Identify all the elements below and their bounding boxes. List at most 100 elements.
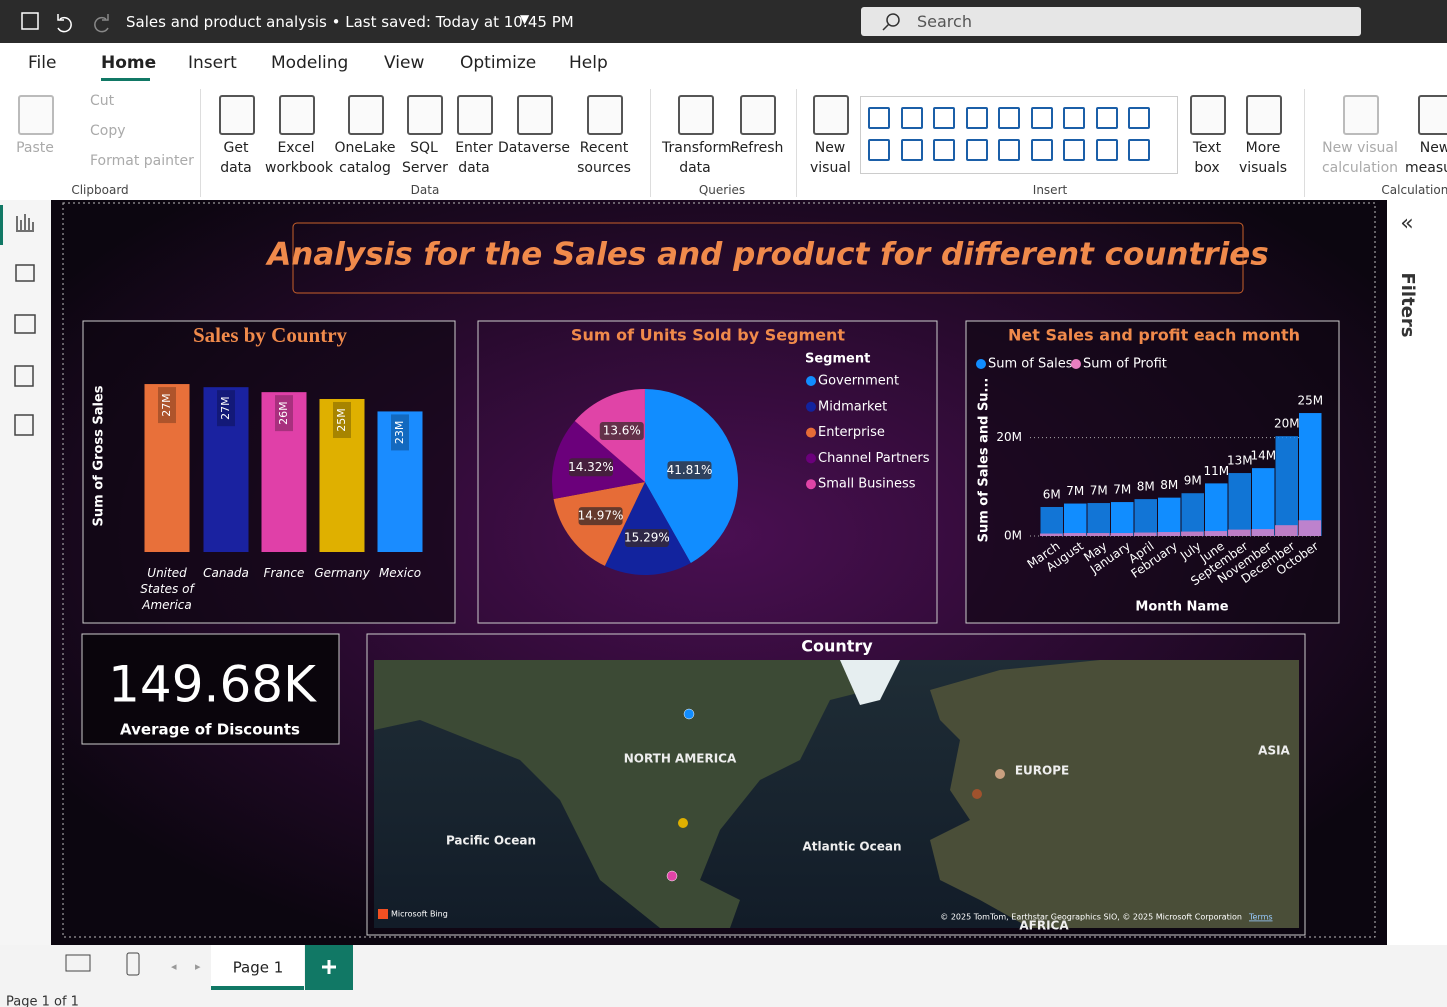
page-tab[interactable] [211,945,304,990]
tmdl-view[interactable] [14,414,34,436]
ribbon-button[interactable]: Transform data [662,140,732,176]
ribbon-button[interactable]: Excel workbook [265,140,334,176]
bar [144,384,190,552]
ribbon-button: New visual calculation [1321,140,1399,176]
data-label-bg [568,458,613,477]
map-label: Atlantic Ocean [802,840,901,854]
ribbon-button[interactable]: Recent sources [577,140,631,176]
title-dropdown[interactable]: ▼ [520,12,530,26]
data-label: 7M [1113,483,1131,497]
ribbon-button[interactable]: Get data [220,140,252,176]
menu-tab[interactable]: Home [101,53,157,73]
gallery-visual[interactable] [1128,139,1150,161]
button-icon [678,95,714,135]
button-icon [407,95,443,135]
undo-icon[interactable] [57,14,72,33]
gallery-visual[interactable] [868,139,890,161]
data-label: 27M [219,396,232,420]
gallery-visual[interactable] [900,139,923,161]
data-label: 9M [1184,474,1202,488]
button-icon [1246,95,1282,135]
map-point[interactable] [972,789,982,799]
ribbon-button[interactable]: Text box [1192,140,1222,176]
button-icon [740,95,776,135]
ribbon-button[interactable]: SQL Server [402,140,448,176]
profit-column [1181,531,1204,536]
data-label: 8M [1137,480,1155,494]
page-tab-underline [211,986,304,990]
gallery-visual[interactable] [933,107,955,129]
menu-tab[interactable]: View [384,53,425,73]
menu-tab[interactable]: Insert [188,53,237,73]
button-icon [219,95,255,135]
ribbon-button[interactable]: New measure [1405,140,1447,176]
ribbon-button[interactable]: Refresh [730,140,784,156]
profit-column [1298,520,1321,536]
filters-label[interactable]: Filters [1397,272,1418,337]
document-title[interactable]: Sales and product analysis • Last saved:… [126,13,574,31]
search-box[interactable]: Search [861,7,1361,36]
ribbon-button[interactable]: Enter data [455,140,493,176]
dax-view[interactable] [14,365,34,387]
ribbon-button[interactable]: OneLake catalog [334,140,396,176]
page-tab-label[interactable]: Page 1 [233,959,284,977]
menu-tab[interactable]: File [28,53,57,73]
gallery-visual[interactable] [933,139,955,161]
profit-column [1275,525,1298,536]
gallery-visual[interactable] [868,107,890,129]
legend-label: Sum of Sales [988,357,1073,372]
map-copyright: © 2025 TomTom, Earthstar Geographics SIO… [940,913,1242,922]
report-view[interactable] [16,214,34,232]
x-tick-label: United States of America [140,566,195,612]
data-label: 15.29% [624,530,670,544]
gallery-visual[interactable] [1128,107,1150,129]
y-axis-title: Sum of Sales and Su... [977,378,992,543]
gallery-visual[interactable] [998,139,1020,161]
gallery-visual[interactable] [965,107,988,129]
map-point[interactable] [666,870,678,882]
gallery-visual[interactable] [1095,107,1118,129]
gallery-visual[interactable] [1063,107,1085,129]
clipboard-button: Copy [90,123,126,139]
gallery-visual[interactable] [900,107,923,129]
x-tick-label: Germany [314,566,370,580]
data-label: 13.6% [603,424,641,438]
map-terms[interactable]: Terms [1248,913,1273,922]
card-label: Average of Discounts [120,721,300,739]
table-view[interactable] [15,264,35,282]
ribbon-group-label: Insert [1032,183,1068,197]
button-icon [18,95,54,135]
gallery-visual[interactable] [1063,139,1085,161]
data-label-bg [578,507,623,526]
ribbon-button[interactable]: More visuals [1238,140,1288,176]
title-box [292,222,1244,294]
save-icon[interactable] [21,12,39,30]
bar [203,387,249,552]
data-label: 41.81% [667,463,713,477]
gallery-visual[interactable] [965,139,988,161]
legend-marker [806,376,816,386]
prev-page[interactable]: ◂ [171,960,177,973]
button-icon [279,95,315,135]
gallery-visual[interactable] [1030,107,1053,129]
gallery-visual[interactable] [1030,139,1053,161]
gallery-visual[interactable] [998,107,1020,129]
menu-tab[interactable]: Help [569,53,608,73]
desktop-view[interactable] [65,954,91,972]
gallery-visual[interactable] [1095,139,1118,161]
mobile-view[interactable] [126,952,140,976]
collapse-icon[interactable]: « [1400,211,1413,236]
menu-tab[interactable]: Modeling [271,53,349,73]
legend-marker [976,359,986,369]
menu-tab[interactable]: Optimize [460,53,537,73]
next-page[interactable]: ▸ [195,960,201,973]
ribbon-button[interactable]: Dataverse [498,140,570,156]
chart-title: Net Sales and profit each month [1008,326,1300,345]
map-point[interactable] [995,769,1005,779]
page-border [62,202,1376,938]
ribbon-button[interactable]: New visual [810,140,851,176]
model-view[interactable] [14,314,36,334]
map-point[interactable] [683,708,695,720]
map-point[interactable] [678,818,688,828]
